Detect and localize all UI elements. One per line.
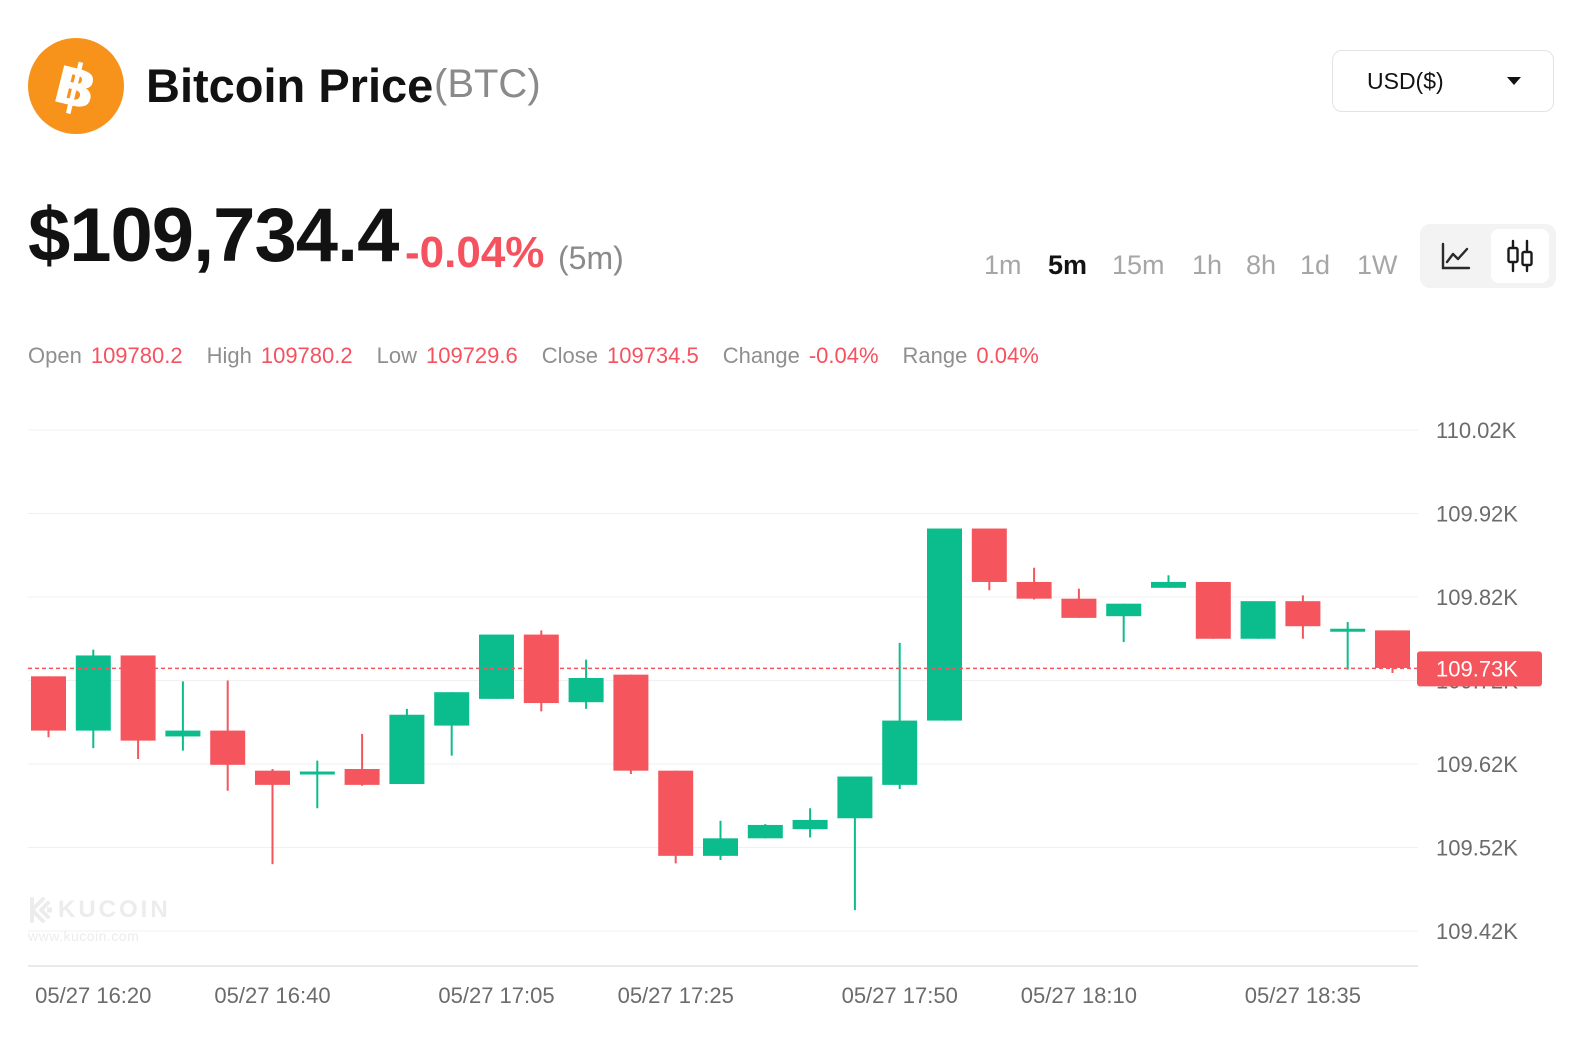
- candle-body: [568, 677, 604, 703]
- low-label: Low: [376, 343, 417, 368]
- open-label: Open: [28, 343, 82, 368]
- candle-body: [971, 528, 1007, 582]
- x-tick-label: 05/27 17:05: [438, 983, 554, 1008]
- high-value: 109780.2: [260, 343, 353, 368]
- y-tick-label: 109.52K: [1436, 836, 1518, 861]
- open-value: 109780.2: [90, 343, 183, 368]
- candle-body: [658, 770, 694, 856]
- tab-1m[interactable]: 1m: [984, 250, 1022, 280]
- tab-5m[interactable]: 5m: [1048, 250, 1088, 280]
- candle-body: [165, 730, 201, 737]
- change-value: -0.04%: [808, 343, 879, 368]
- page-title: Bitcoin Price: [146, 59, 434, 112]
- candle-body: [1151, 581, 1186, 588]
- y-tick-label: 109.42K: [1436, 919, 1518, 944]
- candle-body: [31, 676, 66, 731]
- close-value: 109734.5: [606, 343, 699, 368]
- change-label: Change: [722, 343, 800, 368]
- tab-15m[interactable]: 15m: [1112, 250, 1165, 280]
- candle-body: [434, 692, 470, 726]
- y-tick-label: 109.82K: [1436, 585, 1518, 610]
- close-label: Close: [541, 343, 598, 368]
- watermark-name: KUCOIN: [58, 896, 171, 923]
- x-tick-label: 05/27 18:35: [1245, 983, 1361, 1008]
- candle-body: [837, 776, 873, 819]
- range-label: Range: [902, 343, 968, 368]
- candle-body: [882, 720, 918, 785]
- tab-1w[interactable]: 1W: [1357, 250, 1398, 280]
- candle-body: [1285, 601, 1321, 627]
- candle-body: [747, 824, 783, 839]
- candle-body: [120, 655, 156, 741]
- bitcoin-icon: ฿: [48, 48, 104, 124]
- candle-body: [344, 769, 380, 785]
- x-tick-label: 05/27 17:25: [618, 983, 734, 1008]
- candle-body: [927, 528, 962, 721]
- candle-body: [75, 655, 111, 731]
- candle-body: [1375, 630, 1410, 668]
- ohlc-summary: Open 109780.2 High 109780.2 Low 109729.6…: [28, 343, 1063, 369]
- current-price: $109,734.4: [28, 193, 399, 278]
- candle-body: [1195, 581, 1231, 639]
- tab-1h[interactable]: 1h: [1192, 250, 1223, 280]
- watermark-url: www.kucoin.com: [28, 928, 140, 944]
- x-tick-label: 05/27 17:50: [842, 983, 958, 1008]
- bitcoin-logo: ฿: [28, 38, 124, 134]
- currency-select[interactable]: USD($): [1332, 50, 1554, 112]
- x-tick-label: 05/27 16:40: [214, 983, 330, 1008]
- candlestick-chart[interactable]: 110.02K109.92K109.82K109.72K109.62K109.5…: [0, 400, 1576, 1052]
- candle-body: [703, 838, 738, 856]
- candle-body: [1061, 598, 1097, 618]
- kucoin-watermark: KUCOIN www.kucoin.com: [28, 896, 171, 944]
- current-price-label: 109.73K: [1436, 656, 1518, 681]
- low-value: 109729.6: [425, 343, 518, 368]
- candle-body: [1016, 581, 1052, 599]
- y-tick-label: 109.62K: [1436, 752, 1518, 777]
- candle-body: [1106, 603, 1142, 617]
- candle-body: [1240, 601, 1276, 639]
- y-tick-label: 110.02K: [1436, 418, 1517, 443]
- ticker-symbol: (BTC): [434, 62, 541, 106]
- line-chart-icon: [1441, 242, 1471, 270]
- y-tick-label: 109.92K: [1436, 502, 1518, 527]
- kucoin-logo-icon: [30, 897, 52, 923]
- x-tick-label: 05/27 16:20: [35, 983, 151, 1008]
- x-tick-label: 05/27 18:10: [1021, 983, 1137, 1008]
- change-interval: (5m): [558, 240, 624, 276]
- candle-body: [389, 714, 425, 785]
- currency-select-label: USD($): [1367, 67, 1444, 94]
- candle-body: [613, 674, 649, 771]
- candlestick-icon: [1507, 239, 1533, 273]
- candle-body: [479, 634, 514, 699]
- range-value: 0.04%: [976, 343, 1039, 368]
- candle-body: [299, 771, 335, 775]
- candle-body: [210, 730, 246, 765]
- price-change: -0.04%: [405, 228, 545, 277]
- current-price-tag: [1417, 651, 1542, 687]
- tab-1d[interactable]: 1d: [1300, 250, 1331, 280]
- high-label: High: [206, 343, 252, 368]
- chevron-down-icon: [1507, 77, 1521, 85]
- candlestick-button[interactable]: [1491, 229, 1549, 283]
- candle-body: [792, 819, 828, 830]
- line-chart-button[interactable]: [1427, 229, 1485, 283]
- tab-8h[interactable]: 8h: [1246, 250, 1277, 280]
- candle-body: [1330, 628, 1366, 632]
- candle-body: [255, 770, 290, 785]
